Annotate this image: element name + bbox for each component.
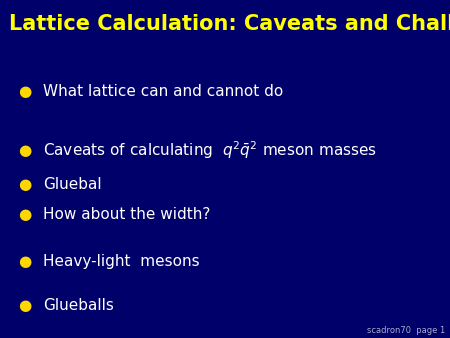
Text: Heavy-light  mesons: Heavy-light mesons <box>43 255 199 269</box>
Text: ●: ● <box>18 207 32 222</box>
Text: How about the width?: How about the width? <box>43 207 210 222</box>
Text: Glueballs: Glueballs <box>43 298 113 313</box>
Text: ●: ● <box>18 143 32 158</box>
Text: ●: ● <box>18 177 32 192</box>
Text: $\mathdefault{Caveats\ of\ calculating}\ \ q^2\bar{q}^2\ \mathdefault{meson\ mas: $\mathdefault{Caveats\ of\ calculating}\… <box>43 140 377 161</box>
Text: ●: ● <box>18 84 32 99</box>
Text: ●: ● <box>18 255 32 269</box>
Text: What lattice can and cannot do: What lattice can and cannot do <box>43 84 283 99</box>
Text: Lattice Calculation: Caveats and Challenges: Lattice Calculation: Caveats and Challen… <box>9 14 450 33</box>
Text: ●: ● <box>18 298 32 313</box>
Text: scadron70  page 1: scadron70 page 1 <box>367 325 446 335</box>
Text: Gluebal: Gluebal <box>43 177 101 192</box>
